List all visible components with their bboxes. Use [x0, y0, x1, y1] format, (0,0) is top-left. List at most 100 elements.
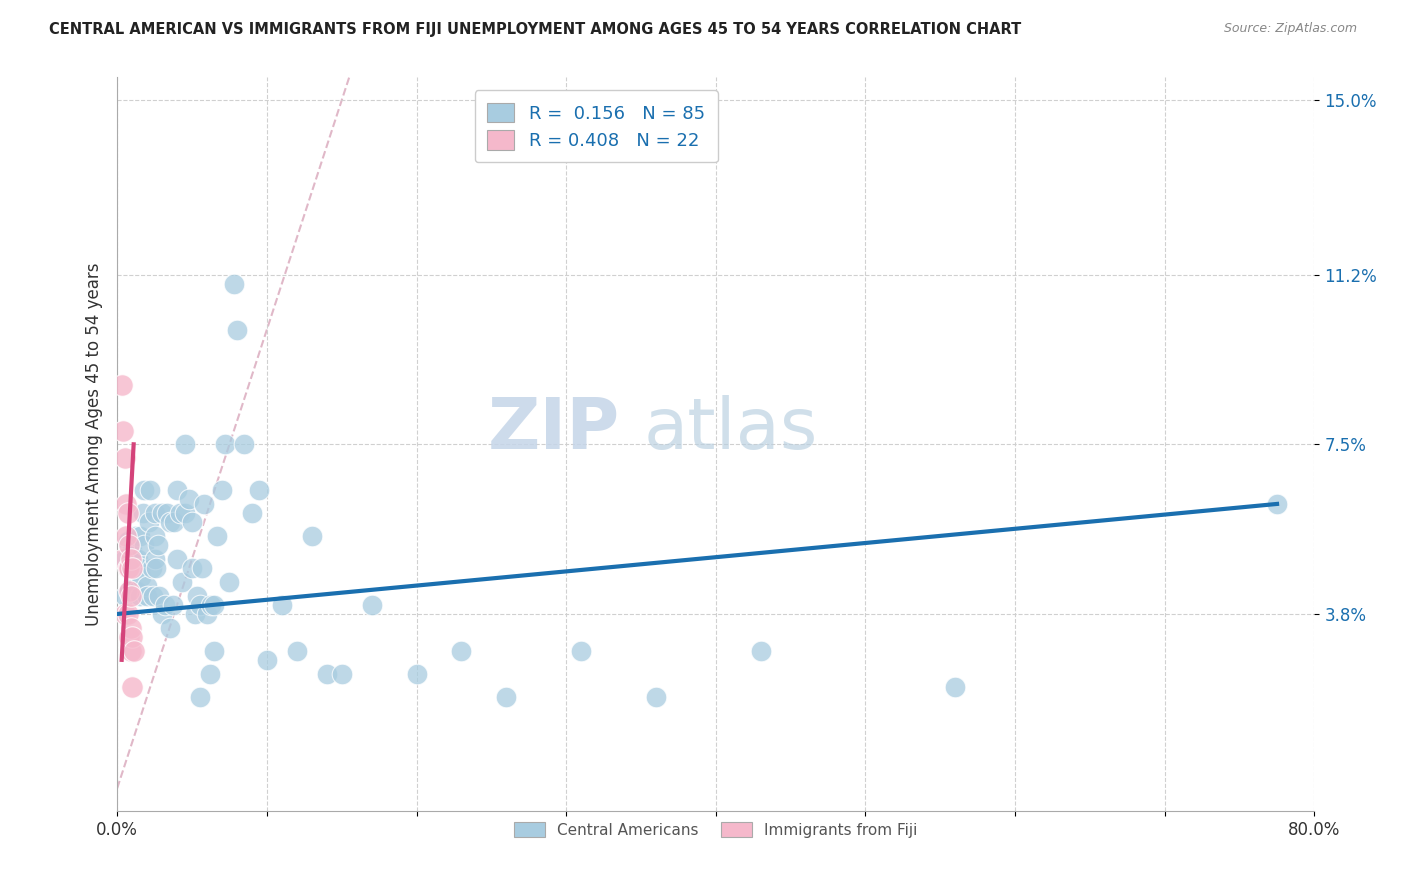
Point: [118, 538, 141, 552]
Point: [128, 529, 150, 543]
Point: [181, 561, 204, 575]
Point: [115, 529, 138, 543]
Point: [188, 690, 211, 704]
Point: [118, 561, 141, 575]
Point: [122, 643, 145, 657]
Point: [120, 552, 142, 566]
Point: [301, 529, 323, 543]
Point: [315, 666, 337, 681]
Point: [114, 589, 136, 603]
Point: [124, 552, 146, 566]
Point: [170, 574, 193, 589]
Point: [120, 589, 142, 603]
Point: [141, 561, 163, 575]
Point: [495, 690, 517, 704]
Point: [118, 584, 141, 599]
Point: [112, 424, 135, 438]
Point: [117, 506, 139, 520]
Point: [218, 574, 240, 589]
Point: [222, 277, 245, 291]
Point: [181, 516, 204, 530]
Point: [943, 681, 966, 695]
Point: [118, 561, 141, 575]
Point: [240, 506, 263, 520]
Y-axis label: Unemployment Among Ages 45 to 54 years: Unemployment Among Ages 45 to 54 years: [86, 262, 103, 626]
Point: [121, 552, 143, 566]
Point: [569, 643, 592, 657]
Point: [177, 492, 200, 507]
Point: [114, 607, 136, 621]
Point: [117, 561, 139, 575]
Point: [195, 607, 218, 621]
Point: [162, 598, 184, 612]
Point: [186, 589, 208, 603]
Point: [139, 483, 162, 498]
Point: [143, 506, 166, 520]
Point: [128, 589, 150, 603]
Point: [121, 561, 143, 575]
Point: [153, 598, 176, 612]
Point: [121, 542, 143, 557]
Point: [124, 529, 146, 543]
Point: [749, 643, 772, 657]
Point: [127, 552, 149, 566]
Point: [405, 666, 427, 681]
Point: [142, 589, 165, 603]
Point: [204, 643, 226, 657]
Point: [204, 598, 226, 612]
Point: [136, 579, 159, 593]
Point: [226, 323, 249, 337]
Point: [360, 598, 382, 612]
Point: [155, 506, 177, 520]
Point: [200, 598, 222, 612]
Point: [173, 506, 195, 520]
Point: [118, 630, 141, 644]
Point: [211, 483, 233, 498]
Point: [118, 584, 141, 599]
Point: [184, 607, 207, 621]
Text: atlas: atlas: [644, 395, 818, 464]
Point: [120, 542, 142, 557]
Point: [169, 506, 191, 520]
Point: [143, 529, 166, 543]
Point: [256, 653, 278, 667]
Point: [150, 607, 173, 621]
Point: [125, 584, 148, 599]
Point: [138, 516, 160, 530]
Point: [214, 437, 236, 451]
Point: [191, 561, 214, 575]
Point: [128, 561, 150, 575]
Point: [115, 497, 138, 511]
Point: [645, 690, 668, 704]
Point: [166, 552, 188, 566]
Text: CENTRAL AMERICAN VS IMMIGRANTS FROM FIJI UNEMPLOYMENT AMONG AGES 45 TO 54 YEARS : CENTRAL AMERICAN VS IMMIGRANTS FROM FIJI…: [49, 22, 1022, 37]
Point: [1265, 497, 1288, 511]
Point: [136, 589, 159, 603]
Legend: Central Americans, Immigrants from Fiji: Central Americans, Immigrants from Fiji: [508, 815, 924, 844]
Point: [193, 497, 215, 511]
Point: [114, 451, 136, 466]
Point: [145, 561, 167, 575]
Point: [134, 483, 156, 498]
Point: [150, 506, 173, 520]
Point: [198, 666, 221, 681]
Point: [117, 533, 139, 548]
Point: [173, 437, 195, 451]
Point: [247, 483, 270, 498]
Point: [143, 552, 166, 566]
Point: [159, 516, 181, 530]
Point: [207, 529, 229, 543]
Point: [146, 538, 169, 552]
Point: [131, 506, 153, 520]
Point: [120, 621, 142, 635]
Text: Source: ZipAtlas.com: Source: ZipAtlas.com: [1223, 22, 1357, 36]
Point: [450, 643, 472, 657]
Point: [285, 643, 308, 657]
Point: [111, 377, 134, 392]
Point: [121, 681, 143, 695]
Point: [159, 621, 181, 635]
Point: [270, 598, 292, 612]
Point: [330, 666, 353, 681]
Point: [112, 552, 135, 566]
Point: [134, 538, 156, 552]
